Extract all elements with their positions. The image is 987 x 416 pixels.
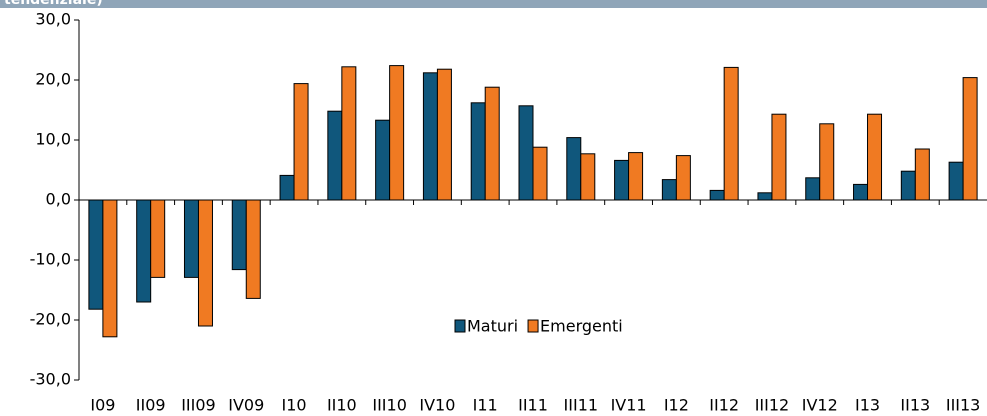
bar xyxy=(279,174,295,201)
bar xyxy=(914,148,930,201)
x-tick-label: I10 xyxy=(282,396,307,415)
bar xyxy=(422,72,438,201)
bar xyxy=(867,113,883,201)
bar xyxy=(183,199,199,278)
x-tick-label: III10 xyxy=(372,396,407,415)
y-tick-label: 10,0 xyxy=(35,130,71,149)
bar xyxy=(375,119,391,201)
bar xyxy=(150,199,166,278)
legend-label: Emergenti xyxy=(540,317,623,336)
bar xyxy=(436,68,452,201)
bar xyxy=(136,199,152,303)
legend-swatch xyxy=(527,319,539,333)
legend-swatch xyxy=(454,319,466,333)
bar xyxy=(661,179,677,201)
bar xyxy=(566,137,582,201)
bar xyxy=(470,102,486,201)
x-tick-label: III11 xyxy=(564,396,599,415)
bar xyxy=(197,199,213,327)
bar xyxy=(900,170,916,201)
bar xyxy=(341,66,357,201)
bar xyxy=(484,86,500,201)
y-tick-label: -30,0 xyxy=(30,370,71,389)
bar xyxy=(675,155,691,201)
x-tick-label: I09 xyxy=(90,396,115,415)
x-tick-label: II10 xyxy=(327,396,357,415)
bar xyxy=(389,65,405,201)
bar xyxy=(231,199,247,271)
bar xyxy=(962,77,978,201)
bar xyxy=(723,66,739,201)
x-tick-label: I13 xyxy=(855,396,880,415)
x-tick-label: I11 xyxy=(473,396,498,415)
bar xyxy=(709,189,725,201)
x-tick-label: III13 xyxy=(946,396,981,415)
bar xyxy=(532,146,548,201)
chart-title: tendenziale) xyxy=(4,0,103,8)
x-tick-label: I12 xyxy=(664,396,689,415)
title-band xyxy=(0,0,987,8)
x-tick-label: IV12 xyxy=(802,396,838,415)
y-tick-label: -20,0 xyxy=(30,310,71,329)
bar xyxy=(819,123,835,201)
x-tick-label: II09 xyxy=(136,396,166,415)
x-tick-label: II11 xyxy=(518,396,548,415)
x-tick-label: IV11 xyxy=(611,396,647,415)
x-tick-label: IV09 xyxy=(228,396,264,415)
bar xyxy=(245,199,261,299)
x-tick-label: II12 xyxy=(709,396,739,415)
y-tick-label: -10,0 xyxy=(30,250,71,269)
y-tick-label: 0,0 xyxy=(46,190,71,209)
bar xyxy=(805,177,821,201)
bar xyxy=(88,199,104,310)
bar xyxy=(327,110,343,201)
x-tick-label: III09 xyxy=(181,396,216,415)
bar xyxy=(518,105,534,201)
bar xyxy=(771,113,787,201)
y-tick-label: 30,0 xyxy=(35,10,71,29)
bar xyxy=(293,83,309,201)
bar xyxy=(580,153,596,201)
x-tick-label: II13 xyxy=(900,396,930,415)
bar xyxy=(948,161,964,201)
bar xyxy=(853,183,869,201)
x-tick-label: III12 xyxy=(755,396,790,415)
legend-label: Maturi xyxy=(467,317,518,336)
bar xyxy=(628,152,644,201)
bar xyxy=(614,159,630,201)
y-tick-label: 20,0 xyxy=(35,70,71,89)
x-tick-label: IV10 xyxy=(419,396,455,415)
bar xyxy=(102,199,118,338)
bar xyxy=(757,192,773,201)
